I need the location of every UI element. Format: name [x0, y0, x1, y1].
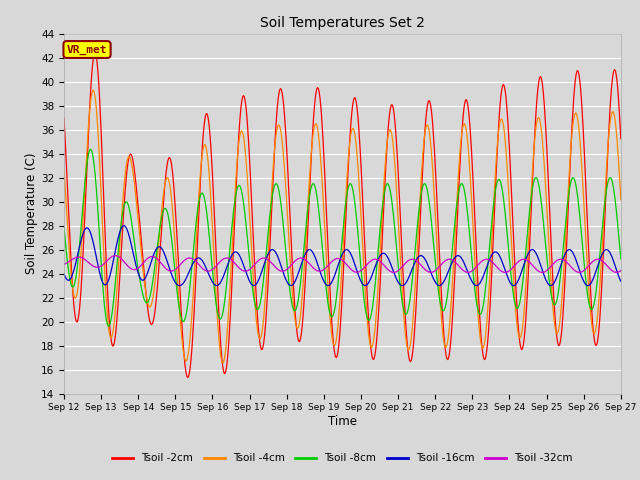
Tsoil -16cm — [335, 259, 343, 264]
Tsoil -8cm — [60, 225, 68, 230]
Legend: Tsoil -2cm, Tsoil -4cm, Tsoil -8cm, Tsoil -16cm, Tsoil -32cm: Tsoil -2cm, Tsoil -4cm, Tsoil -8cm, Tsoi… — [108, 449, 577, 468]
Tsoil -2cm — [390, 107, 397, 112]
Y-axis label: Soil Temperature (C): Soil Temperature (C) — [25, 153, 38, 275]
Tsoil -8cm — [184, 302, 191, 308]
Tsoil -32cm — [617, 268, 625, 274]
Tsoil -16cm — [390, 268, 397, 274]
Tsoil -32cm — [111, 253, 119, 259]
Tsoil -4cm — [60, 166, 68, 171]
Line: Tsoil -32cm: Tsoil -32cm — [64, 256, 621, 272]
Tsoil -16cm — [175, 283, 183, 288]
Tsoil -2cm — [60, 115, 68, 120]
Tsoil -2cm — [183, 373, 191, 379]
Tsoil -4cm — [90, 87, 97, 93]
Line: Tsoil -16cm: Tsoil -16cm — [64, 226, 621, 286]
Tsoil -32cm — [390, 269, 397, 275]
Tsoil -2cm — [208, 158, 216, 164]
Tsoil -32cm — [207, 267, 215, 273]
X-axis label: Time: Time — [328, 415, 357, 428]
Tsoil -8cm — [568, 178, 575, 183]
Tsoil -32cm — [389, 269, 397, 275]
Tsoil -2cm — [184, 375, 191, 381]
Line: Tsoil -4cm: Tsoil -4cm — [64, 90, 621, 363]
Tsoil -4cm — [335, 306, 343, 312]
Tsoil -8cm — [335, 267, 343, 273]
Tsoil -16cm — [184, 272, 191, 278]
Tsoil -32cm — [183, 256, 191, 262]
Tsoil -16cm — [120, 223, 127, 228]
Tsoil -4cm — [219, 360, 227, 366]
Tsoil -8cm — [445, 285, 452, 291]
Tsoil -16cm — [60, 271, 68, 276]
Tsoil -4cm — [445, 334, 452, 339]
Tsoil -2cm — [617, 136, 625, 142]
Tsoil -32cm — [445, 256, 452, 262]
Tsoil -16cm — [617, 278, 625, 284]
Tsoil -32cm — [568, 264, 575, 270]
Tsoil -4cm — [390, 144, 397, 150]
Title: Soil Temperatures Set 2: Soil Temperatures Set 2 — [260, 16, 425, 30]
Line: Tsoil -8cm: Tsoil -8cm — [64, 149, 621, 326]
Tsoil -32cm — [60, 262, 68, 267]
Tsoil -8cm — [86, 146, 94, 152]
Text: VR_met: VR_met — [67, 44, 108, 55]
Tsoil -4cm — [617, 197, 625, 203]
Tsoil -16cm — [208, 278, 216, 284]
Tsoil -4cm — [207, 198, 215, 204]
Tsoil -2cm — [445, 356, 452, 361]
Line: Tsoil -2cm: Tsoil -2cm — [64, 53, 621, 378]
Tsoil -8cm — [105, 323, 113, 329]
Tsoil -4cm — [183, 357, 191, 362]
Tsoil -8cm — [390, 212, 397, 218]
Tsoil -4cm — [568, 139, 575, 144]
Tsoil -8cm — [617, 256, 625, 262]
Tsoil -8cm — [208, 260, 216, 265]
Tsoil -16cm — [568, 248, 575, 253]
Tsoil -2cm — [91, 50, 99, 56]
Tsoil -2cm — [335, 337, 343, 343]
Tsoil -16cm — [445, 268, 452, 274]
Tsoil -2cm — [568, 137, 575, 143]
Tsoil -32cm — [335, 256, 342, 262]
